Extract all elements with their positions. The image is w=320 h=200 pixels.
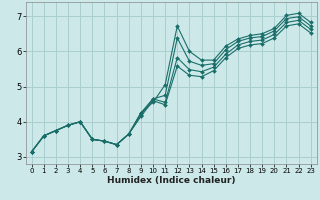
X-axis label: Humidex (Indice chaleur): Humidex (Indice chaleur) [107,176,236,185]
